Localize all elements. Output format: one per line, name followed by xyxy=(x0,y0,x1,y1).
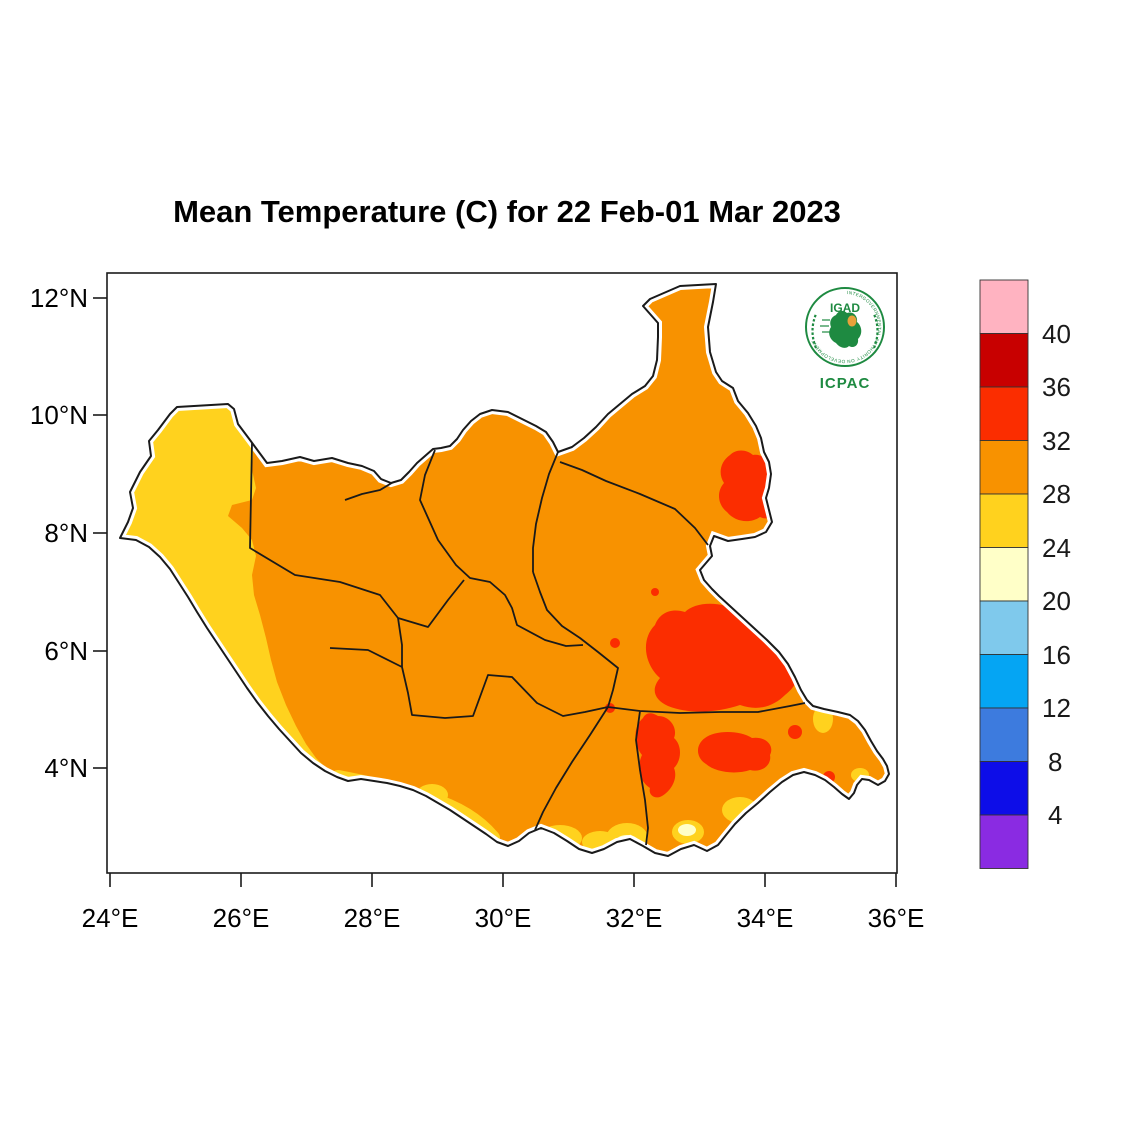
colorbar-cell-cream xyxy=(979,547,1029,602)
igad-region-highlight xyxy=(847,315,857,327)
temp-speck-32-36 xyxy=(610,638,620,648)
y-tick-label: 12°N xyxy=(30,283,88,313)
y-tick-label: 4°N xyxy=(44,753,88,783)
x-tick-label: 36°E xyxy=(868,903,925,933)
colorbar-label: 8 xyxy=(1048,747,1062,777)
colorbar-cell-purple xyxy=(979,814,1029,869)
colorbar-label: 24 xyxy=(1042,533,1071,563)
colorbar-label: 28 xyxy=(1042,479,1071,509)
colorbar-label: 4 xyxy=(1048,800,1062,830)
temp-region-32-36-northeast xyxy=(718,450,776,522)
igad-icpac-logo: INTERGOVERNMENTAL AUTHORITY ON DEVELOPME… xyxy=(805,287,885,392)
colorbar-cell-dark-red xyxy=(979,333,1029,388)
colorbar-cell-pink xyxy=(979,279,1029,334)
x-axis-labels: 24°E 26°E 28°E 30°E 32°E 34°E 36°E xyxy=(82,903,925,933)
x-tick-label: 26°E xyxy=(213,903,270,933)
colorbar-cell-light-blue xyxy=(979,600,1029,655)
colorbar-label: 12 xyxy=(1042,693,1071,723)
colorbar-cell-medium-blue xyxy=(979,707,1029,762)
laurel-wreath-icon xyxy=(811,313,879,349)
y-tick-label: 10°N xyxy=(30,400,88,430)
colorbar-cell-orange xyxy=(979,440,1029,495)
colorbar-cell-red xyxy=(979,386,1029,441)
colorbar-cell-cyan-blue xyxy=(979,654,1029,709)
logo-acronym-text: IGAD xyxy=(830,301,860,315)
figure-title: Mean Temperature (C) for 22 Feb-01 Mar 2… xyxy=(173,194,841,229)
temp-speck-32-36 xyxy=(788,725,802,739)
y-axis-labels: 12°N 10°N 8°N 6°N 4°N xyxy=(30,283,88,783)
x-tick-label: 32°E xyxy=(606,903,663,933)
x-tick-label: 28°E xyxy=(344,903,401,933)
colorbar-label: 36 xyxy=(1042,372,1071,402)
colorbar-label: 40 xyxy=(1042,319,1071,349)
y-tick-label: 8°N xyxy=(44,518,88,548)
temp-speck-32-36 xyxy=(651,588,659,596)
state-boundaries xyxy=(249,442,806,846)
logo-sub-text: ICPAC xyxy=(820,375,871,392)
colorbar-label: 32 xyxy=(1042,426,1071,456)
colorbar-cell-blue xyxy=(979,761,1029,816)
x-tick-label: 24°E xyxy=(82,903,139,933)
y-axis-ticks xyxy=(93,297,107,769)
x-tick-label: 30°E xyxy=(475,903,532,933)
x-axis-ticks xyxy=(109,873,897,887)
colorbar-cell-gold xyxy=(979,493,1029,548)
y-tick-label: 6°N xyxy=(44,636,88,666)
colorbar-label: 20 xyxy=(1042,586,1071,616)
temp-region-32-36-south-a xyxy=(635,713,680,798)
temp-spot-20-24 xyxy=(678,824,696,836)
temp-region-32-36-south-b xyxy=(697,732,772,773)
logo-motion-lines-icon xyxy=(820,319,830,333)
country-outline xyxy=(119,283,890,857)
colorbar-labels: 40 36 32 28 24 20 16 12 8 4 xyxy=(1042,319,1071,830)
colorbar-label: 16 xyxy=(1042,640,1071,670)
x-tick-label: 34°E xyxy=(737,903,794,933)
colorbar xyxy=(979,279,1029,869)
